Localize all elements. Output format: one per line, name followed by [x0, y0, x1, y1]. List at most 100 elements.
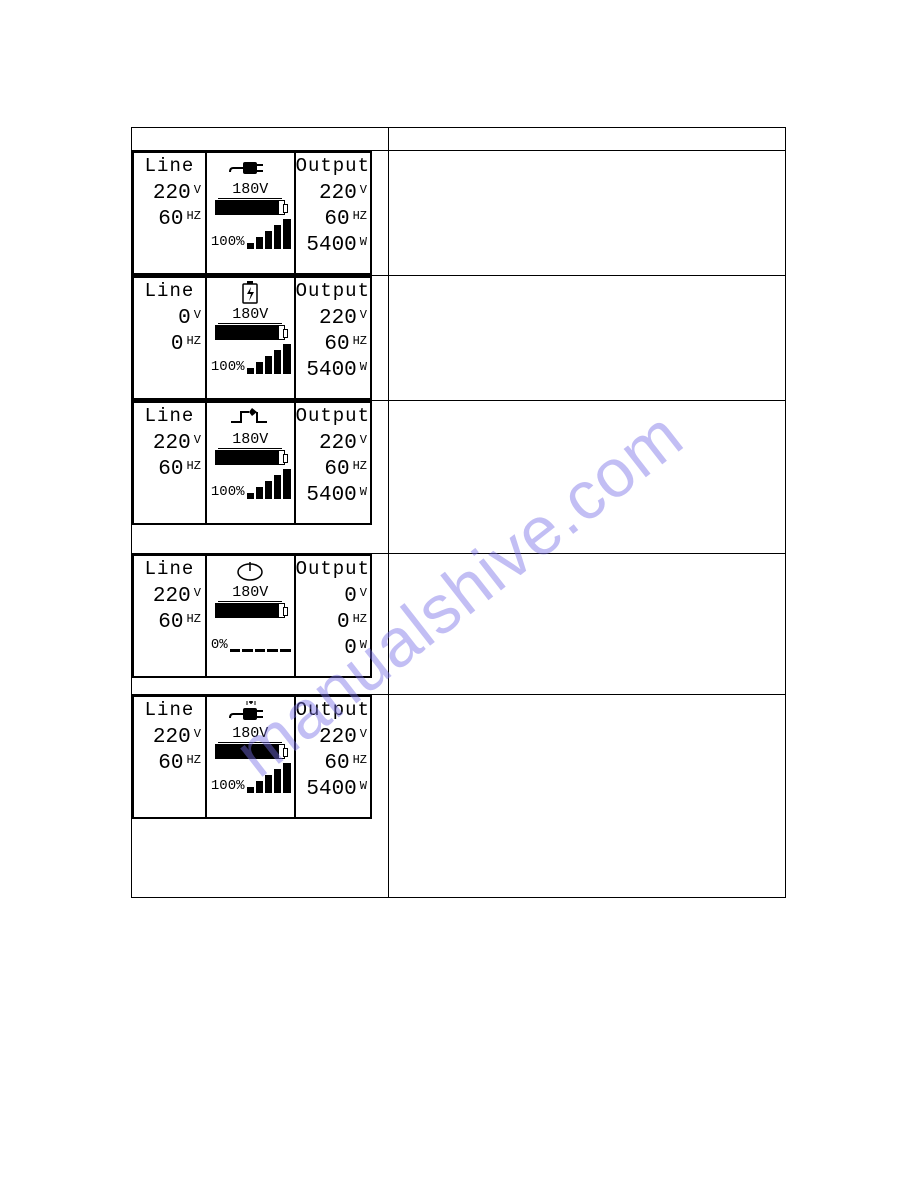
table-row: Line 220V 60HZ 180V 100%: [132, 695, 786, 898]
battery-bar: [215, 325, 285, 340]
output-voltage: 0V: [296, 585, 370, 608]
load-row: 100%: [207, 763, 294, 793]
mode-icon: [227, 405, 273, 431]
line-column: Line 220V 60HZ: [134, 556, 207, 676]
plug-icon: [227, 157, 273, 179]
line-header: Line: [134, 699, 205, 721]
output-header: Output: [296, 280, 370, 302]
load-percent: 100%: [211, 360, 245, 374]
line-column: Line 220V 60HZ: [134, 697, 207, 817]
lcd-cell: Line 220V 60HZ 180V 100%: [132, 401, 389, 554]
load-bar: [256, 237, 263, 249]
table-row: Line 0V 0HZ 180V 100%: [132, 276, 786, 401]
mode-icon: [235, 558, 265, 584]
battery-charging-icon: [239, 281, 261, 305]
battery-bar: [215, 603, 285, 618]
battery-fill: [216, 326, 279, 339]
output-frequency: 0HZ: [296, 611, 370, 634]
load-bargraph: [247, 469, 294, 499]
load-bar: [256, 487, 263, 499]
lcd-cell: Line 0V 0HZ 180V 100%: [132, 276, 389, 401]
output-voltage: 220V: [296, 307, 370, 330]
battery-voltage: 180V: [218, 182, 282, 199]
load-percent: 100%: [211, 235, 245, 249]
status-column: 180V 100%: [207, 403, 296, 523]
description-cell: [389, 695, 786, 898]
battery-bar: [215, 200, 285, 215]
load-bar: [265, 356, 272, 374]
line-voltage: 220V: [134, 432, 205, 455]
lcd-cell: Line 220V 60HZ 180V 0%: [132, 554, 389, 695]
line-frequency: 60HZ: [134, 611, 205, 634]
line-header: Line: [134, 558, 205, 580]
table-header-row: [132, 128, 786, 151]
line-voltage: 220V: [134, 182, 205, 205]
table-row: Line 220V 60HZ 180V 100%: [132, 151, 786, 276]
battery-voltage: 180V: [218, 432, 282, 449]
battery-nub: [283, 204, 288, 213]
load-bar: [265, 231, 272, 249]
lcd-cell: Line 220V 60HZ 180V 100%: [132, 151, 389, 276]
line-frequency: 0HZ: [134, 333, 205, 356]
load-row: 100%: [207, 344, 294, 374]
table-row: Line 220V 60HZ 180V 100%: [132, 401, 786, 554]
status-column: 180V 100%: [207, 153, 296, 273]
load-bargraph: [247, 763, 294, 793]
lcd-cell: Line 220V 60HZ 180V 100%: [132, 695, 389, 898]
load-row: 100%: [207, 219, 294, 249]
output-header: Output: [296, 405, 370, 427]
load-percent: 0%: [211, 638, 228, 652]
line-column: Line 220V 60HZ: [134, 403, 207, 523]
output-header: Output: [296, 558, 370, 580]
header-cell-lcd: [132, 128, 389, 151]
load-bar: [274, 350, 281, 374]
load-bar: [242, 649, 253, 652]
load-bar: [283, 219, 290, 249]
output-frequency: 60HZ: [296, 752, 370, 775]
load-bar: [230, 649, 241, 652]
line-column: Line 220V 60HZ: [134, 153, 207, 273]
line-frequency: 60HZ: [134, 458, 205, 481]
output-frequency: 60HZ: [296, 333, 370, 356]
output-watts: 5400W: [296, 778, 370, 801]
load-bar: [247, 368, 254, 374]
load-bar: [267, 649, 278, 652]
battery-nub: [283, 329, 288, 338]
line-frequency: 60HZ: [134, 208, 205, 231]
output-header: Output: [296, 155, 370, 177]
status-column: 180V 0%: [207, 556, 296, 676]
output-column: Output 220V 60HZ 5400W: [296, 278, 370, 398]
load-bar: [247, 493, 254, 499]
output-column: Output 220V 60HZ 5400W: [296, 403, 370, 523]
lcd-panel: Line 220V 60HZ 180V 100%: [132, 401, 372, 525]
battery-fill: [216, 745, 279, 758]
description-cell: [389, 151, 786, 276]
load-bar: [274, 225, 281, 249]
load-percent: 100%: [211, 779, 245, 793]
load-bar: [256, 781, 263, 793]
lcd-panel: Line 220V 60HZ 180V 100%: [132, 695, 372, 819]
output-column: Output 0V 0HZ 0W: [296, 556, 370, 676]
line-voltage: 220V: [134, 585, 205, 608]
load-bar: [247, 243, 254, 249]
line-voltage: 0V: [134, 307, 205, 330]
load-bar: [247, 787, 254, 793]
output-header: Output: [296, 699, 370, 721]
battery-nub: [283, 748, 288, 757]
battery-voltage: 180V: [218, 726, 282, 743]
battery-voltage: 180V: [218, 585, 282, 602]
output-watts: 0W: [296, 637, 370, 660]
description-cell: [389, 554, 786, 695]
load-bar: [265, 481, 272, 499]
load-bar: [265, 775, 272, 793]
battery-fill: [216, 201, 279, 214]
battery-voltage: 180V: [218, 307, 282, 324]
description-cell: [389, 401, 786, 554]
spacer: [132, 678, 388, 694]
battery-fill: [216, 451, 279, 464]
load-bar: [283, 763, 290, 793]
description-cell: [389, 276, 786, 401]
lcd-panel: Line 220V 60HZ 180V 100%: [132, 151, 372, 275]
load-bargraph: [247, 219, 294, 249]
modes-table: Line 220V 60HZ 180V 100%: [131, 127, 786, 898]
